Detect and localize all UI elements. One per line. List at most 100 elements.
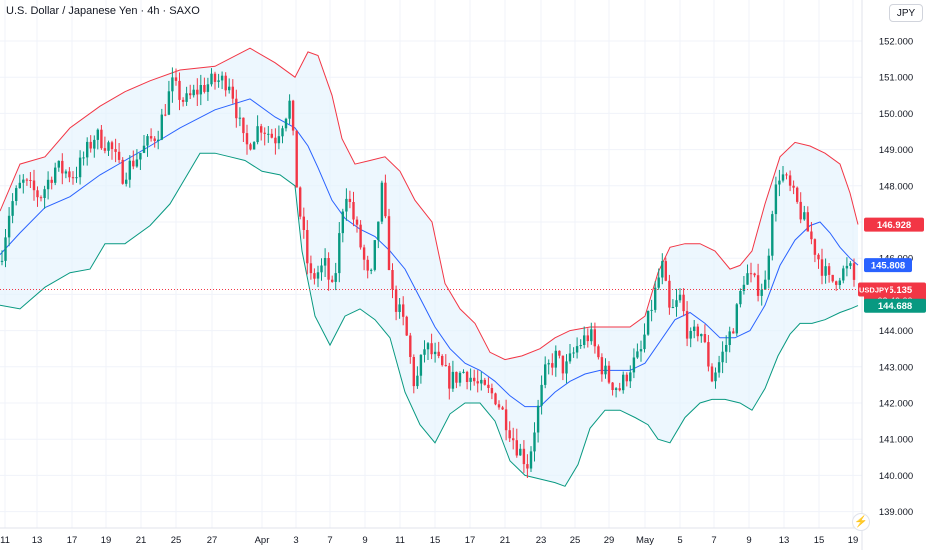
candle-body: [703, 334, 707, 343]
time-tick-label: 21: [136, 535, 147, 546]
bollinger-basis-line: [0, 98, 859, 408]
candle-body: [394, 289, 398, 312]
candle-body: [157, 139, 160, 141]
candle-body: [309, 263, 313, 274]
candle-body: [544, 364, 547, 385]
candle-body: [845, 265, 849, 269]
candle-body: [25, 179, 29, 181]
candle-body: [529, 451, 533, 469]
time-tick-label: 19: [848, 535, 859, 546]
candle-body: [451, 371, 455, 389]
lightning-icon[interactable]: ⚡: [852, 513, 870, 531]
candle-body: [331, 279, 334, 282]
candle-body: [462, 371, 465, 373]
candle-body: [313, 273, 316, 279]
basis-badge-text: 145.808: [871, 261, 905, 272]
currency-button[interactable]: JPY: [889, 4, 923, 22]
candle-body: [632, 357, 636, 373]
candle-body: [423, 349, 426, 355]
time-tick-label: 25: [570, 535, 581, 546]
candle-body: [629, 372, 632, 382]
candle-body: [618, 388, 621, 391]
candle-body: [806, 212, 809, 232]
candle-body: [327, 258, 330, 280]
price-tick-label: 142.000: [879, 399, 913, 410]
time-tick-label: 13: [779, 535, 790, 546]
time-tick-label: 7: [327, 535, 332, 546]
candle-body: [274, 137, 277, 144]
candle-body: [0, 260, 4, 262]
candle-body: [132, 160, 135, 167]
time-tick-label: 11: [0, 535, 10, 546]
candle-body: [281, 128, 284, 137]
candle-body: [192, 89, 195, 96]
candle-body: [228, 86, 231, 91]
candle-body: [480, 379, 483, 384]
candle-body: [370, 269, 373, 271]
candle-body: [749, 273, 753, 275]
candle-body: [700, 334, 703, 337]
candle-body: [235, 98, 238, 119]
candle-body: [693, 326, 696, 331]
candle-body: [831, 274, 834, 282]
candle-body: [7, 215, 11, 238]
candle-body: [781, 174, 785, 181]
candle-body: [334, 273, 337, 282]
time-tick-label: 9: [746, 535, 751, 546]
price-tick-label: 150.000: [879, 109, 913, 120]
candle-body: [135, 159, 139, 167]
time-tick-label: 9: [362, 535, 367, 546]
candle-body: [753, 273, 756, 276]
candle-body: [458, 372, 462, 383]
candle-body: [746, 273, 749, 285]
candle-body: [121, 159, 124, 184]
price-axis[interactable]: 139.000 140.000 141.000 142.000 143.000 144.0…: [879, 37, 913, 519]
time-tick-label: 11: [395, 535, 405, 546]
candle-body: [39, 197, 43, 199]
candle-body: [792, 185, 795, 188]
candle-body: [661, 261, 664, 278]
time-tick-label: 3: [293, 535, 298, 546]
candle-body: [764, 279, 767, 290]
candle-body: [803, 212, 806, 220]
candle-body: [412, 357, 415, 387]
upper-band-badge-text: 146.928: [877, 220, 911, 231]
candle-body: [671, 307, 675, 308]
bollinger-band-fill: [0, 48, 858, 487]
candle-body: [4, 237, 7, 261]
candle-body: [448, 365, 451, 389]
price-tick-label: 141.000: [879, 435, 913, 446]
candle-body: [277, 136, 281, 144]
symbol-title: U.S. Dollar / Japanese Yen · 4h · SAXO: [6, 5, 200, 17]
candle-body: [465, 371, 469, 382]
candle-body: [220, 75, 224, 81]
time-axis[interactable]: 11 13 17 19 21 25 27 Apr 3 7 9 11 15 17 21 23 25 29 May 5 7 9…: [0, 535, 858, 546]
candle-body: [689, 331, 692, 339]
candle-body: [849, 263, 852, 266]
time-tick-label: 25: [171, 535, 182, 546]
candle-body: [852, 263, 856, 280]
candle-body: [206, 84, 210, 92]
candle-body: [710, 366, 714, 382]
candle-body: [558, 350, 561, 356]
candle-body: [437, 351, 440, 356]
price-axis-badges: 146.928145.808USDJPY145.13502:40:00USDJP…: [858, 217, 926, 313]
candle-body: [654, 287, 657, 310]
candle-body: [125, 179, 128, 184]
candle-body: [572, 352, 575, 354]
candle-body: [614, 388, 618, 390]
price-tick-label: 140.000: [879, 471, 913, 482]
candle-body: [36, 190, 39, 198]
candle-body: [771, 214, 774, 256]
candle-body: [643, 334, 646, 350]
candle-body: [827, 266, 831, 275]
candle-body: [575, 346, 579, 353]
candle-body: [728, 331, 731, 345]
basis-badge: [864, 258, 912, 273]
candle-body: [533, 432, 536, 452]
candle-body: [341, 211, 344, 234]
candle-body: [721, 351, 724, 363]
candle-body: [167, 91, 171, 115]
